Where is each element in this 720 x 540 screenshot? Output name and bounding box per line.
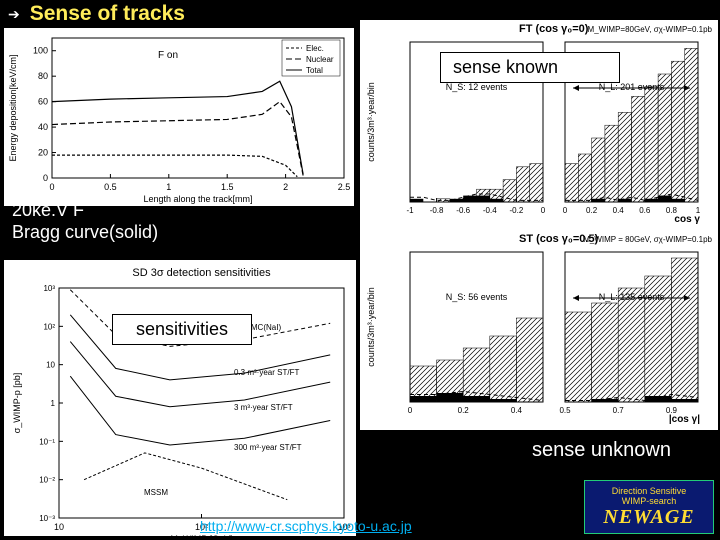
sense-known-label: sense known	[440, 52, 620, 83]
svg-text:Elec.: Elec.	[306, 44, 324, 53]
svg-text:-0.6: -0.6	[456, 206, 470, 215]
svg-text:10: 10	[46, 361, 55, 370]
svg-text:Energy deposition[keV/cm]: Energy deposition[keV/cm]	[8, 54, 18, 161]
svg-text:1: 1	[166, 182, 171, 192]
svg-text:SD 3σ detection sensitivities: SD 3σ detection sensitivities	[132, 267, 271, 279]
svg-text:-0.4: -0.4	[483, 206, 497, 215]
svg-text:0.9: 0.9	[666, 406, 678, 415]
svg-text:Length along the track[mm]: Length along the track[mm]	[143, 194, 252, 204]
svg-text:Total: Total	[306, 66, 323, 75]
newage-main: NEWAGE	[603, 506, 694, 529]
svg-text:-1: -1	[406, 206, 414, 215]
sensitivities-label: sensitivities	[112, 314, 252, 345]
svg-text:σ_WIMP-p [pb]: σ_WIMP-p [pb]	[12, 373, 22, 434]
svg-text:-0.2: -0.2	[510, 206, 524, 215]
svg-text:80: 80	[38, 71, 48, 81]
svg-text:10²: 10²	[43, 322, 55, 331]
svg-text:0: 0	[43, 173, 48, 183]
svg-text:0.3 m³·year ST/FT: 0.3 m³·year ST/FT	[234, 368, 299, 377]
svg-text:20: 20	[38, 148, 48, 158]
svg-text:N_L: 201 events: N_L: 201 events	[599, 82, 665, 92]
svg-text:-0.8: -0.8	[430, 206, 444, 215]
newage-sub1: Direction Sensitive	[612, 486, 687, 496]
newage-sub2: WIMP-search	[622, 496, 677, 506]
svg-text:2.5: 2.5	[338, 182, 351, 192]
svg-text:0.6: 0.6	[639, 206, 651, 215]
svg-text:0.7: 0.7	[613, 406, 625, 415]
svg-text:1: 1	[696, 206, 701, 215]
svg-text:N_S: 56 events: N_S: 56 events	[446, 292, 508, 302]
newage-badge: Direction Sensitive WIMP-search NEWAGE	[584, 480, 714, 534]
svg-text:M_WIMP=80GeV, σχ-WIMP=0.1pb: M_WIMP=80GeV, σχ-WIMP=0.1pb	[588, 25, 713, 34]
svg-text:0: 0	[49, 182, 54, 192]
svg-text:0: 0	[541, 206, 546, 215]
svg-text:1.5: 1.5	[221, 182, 234, 192]
svg-text:300 m³·year ST/FT: 300 m³·year ST/FT	[234, 443, 302, 452]
svg-text:40: 40	[38, 122, 48, 132]
svg-text:0: 0	[563, 206, 568, 215]
page-title: Sense of tracks	[30, 2, 185, 26]
svg-text:N_S: 12 events: N_S: 12 events	[446, 82, 508, 92]
svg-text:Nuclear: Nuclear	[306, 55, 334, 64]
svg-text:MSSM: MSSM	[144, 488, 168, 497]
svg-text:counts/3m³·year/bin: counts/3m³·year/bin	[366, 287, 376, 367]
svg-text:2: 2	[283, 182, 288, 192]
svg-text:3 m³·year ST/FT: 3 m³·year ST/FT	[234, 403, 293, 412]
svg-text:M_WIMP [GeV]: M_WIMP [GeV]	[170, 534, 232, 536]
bragg-caption-line2: Bragg curve(solid)	[12, 222, 158, 242]
svg-text:10⁻²: 10⁻²	[39, 476, 55, 485]
sense-unknown-label: sense unknown	[520, 435, 683, 466]
svg-text:M_WIMP = 80GeV, σχ-WIMP=0.1pb: M_WIMP = 80GeV, σχ-WIMP=0.1pb	[583, 235, 712, 244]
svg-text:100: 100	[33, 46, 48, 56]
svg-text:F on: F on	[158, 50, 178, 61]
bragg-caption: 20ke.V F Bragg curve(solid)	[12, 200, 158, 243]
svg-text:10: 10	[54, 522, 64, 532]
svg-text:1: 1	[51, 399, 56, 408]
svg-text:0.5: 0.5	[104, 182, 117, 192]
svg-text:0.4: 0.4	[511, 406, 523, 415]
svg-text:60: 60	[38, 97, 48, 107]
sensitivities-chart: SD 3σ detection sensitivities 10 10² 10³ 10⁻…	[4, 260, 356, 536]
st-histogram: ST (cos γ₀=0.5)M_WIMP = 80GeV, σχ-WIMP=0…	[360, 230, 718, 430]
bragg-caption-line1: 20ke.V F	[12, 200, 84, 220]
source-url-link[interactable]: http://www-cr.scphys.kyoto-u.ac.jp	[200, 518, 412, 534]
svg-text:0.4: 0.4	[613, 206, 625, 215]
svg-text:cos γ: cos γ	[674, 214, 700, 225]
svg-text:10³: 10³	[43, 284, 55, 293]
svg-text:0.5: 0.5	[559, 406, 571, 415]
svg-text:counts/3m³·year/bin: counts/3m³·year/bin	[366, 82, 376, 162]
svg-text:|cos γ|: |cos γ|	[669, 414, 700, 425]
svg-text:0: 0	[408, 406, 413, 415]
bullet-arrow-icon: ➔	[8, 6, 20, 23]
svg-text:0.8: 0.8	[666, 206, 678, 215]
svg-text:N_L: 135 events: N_L: 135 events	[599, 292, 665, 302]
svg-text:0.2: 0.2	[458, 406, 470, 415]
bragg-curve-chart: 0 0.5 1 1.5 2 2.5 0 20 40 60 80 100 Length along the…	[4, 28, 354, 206]
svg-text:10⁻³: 10⁻³	[39, 514, 55, 523]
svg-text:FT (cos γ₀=0): FT (cos γ₀=0)	[519, 23, 589, 35]
svg-text:0.2: 0.2	[586, 206, 598, 215]
svg-text:10⁻¹: 10⁻¹	[39, 437, 55, 446]
